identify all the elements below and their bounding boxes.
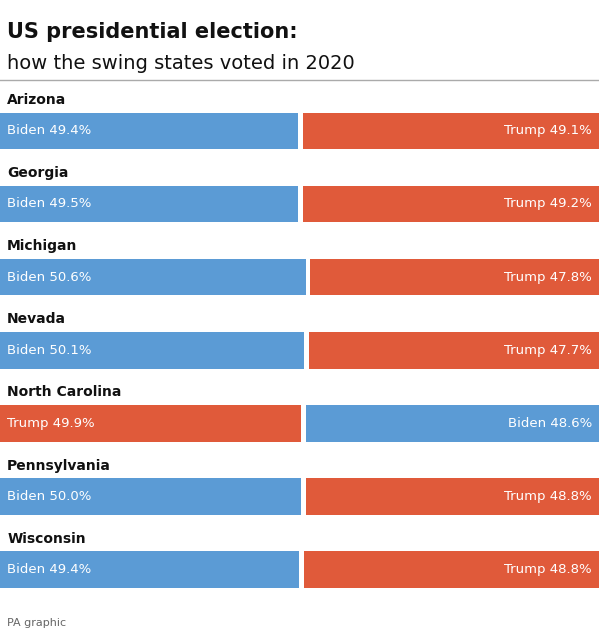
Text: Biden 49.4%: Biden 49.4% xyxy=(7,563,92,576)
Text: Trump 49.9%: Trump 49.9% xyxy=(7,417,95,430)
Text: Pennsylvania: Pennsylvania xyxy=(7,458,111,472)
FancyBboxPatch shape xyxy=(303,113,599,149)
Text: Biden 50.1%: Biden 50.1% xyxy=(7,344,92,356)
Text: Nevada: Nevada xyxy=(7,312,66,326)
FancyBboxPatch shape xyxy=(0,332,304,369)
Text: Georgia: Georgia xyxy=(7,166,68,180)
FancyBboxPatch shape xyxy=(0,478,301,515)
FancyBboxPatch shape xyxy=(0,259,305,296)
Text: Wisconsin: Wisconsin xyxy=(7,532,86,546)
FancyBboxPatch shape xyxy=(0,552,299,588)
Text: North Carolina: North Carolina xyxy=(7,385,122,399)
Text: Arizona: Arizona xyxy=(7,93,66,107)
FancyBboxPatch shape xyxy=(310,259,599,296)
Text: how the swing states voted in 2020: how the swing states voted in 2020 xyxy=(7,54,355,74)
Text: PA graphic: PA graphic xyxy=(7,618,66,628)
Text: Trump 49.1%: Trump 49.1% xyxy=(504,124,592,138)
FancyBboxPatch shape xyxy=(309,332,599,369)
FancyBboxPatch shape xyxy=(303,186,599,222)
FancyBboxPatch shape xyxy=(0,186,298,222)
Text: Trump 47.8%: Trump 47.8% xyxy=(504,271,592,284)
Text: US presidential election:: US presidential election: xyxy=(7,22,298,42)
FancyBboxPatch shape xyxy=(305,478,599,515)
Text: Biden 50.0%: Biden 50.0% xyxy=(7,490,92,503)
FancyBboxPatch shape xyxy=(0,113,298,149)
FancyBboxPatch shape xyxy=(0,405,301,442)
Text: Trump 48.8%: Trump 48.8% xyxy=(504,563,592,576)
Text: Trump 48.8%: Trump 48.8% xyxy=(504,490,592,503)
Text: Trump 47.7%: Trump 47.7% xyxy=(504,344,592,356)
Text: Biden 50.6%: Biden 50.6% xyxy=(7,271,92,284)
Text: Trump 49.2%: Trump 49.2% xyxy=(504,198,592,211)
Text: Michigan: Michigan xyxy=(7,239,77,253)
Text: Biden 49.5%: Biden 49.5% xyxy=(7,198,92,211)
Text: Biden 48.6%: Biden 48.6% xyxy=(507,417,592,430)
FancyBboxPatch shape xyxy=(304,552,599,588)
Text: Biden 49.4%: Biden 49.4% xyxy=(7,124,92,138)
FancyBboxPatch shape xyxy=(306,405,599,442)
